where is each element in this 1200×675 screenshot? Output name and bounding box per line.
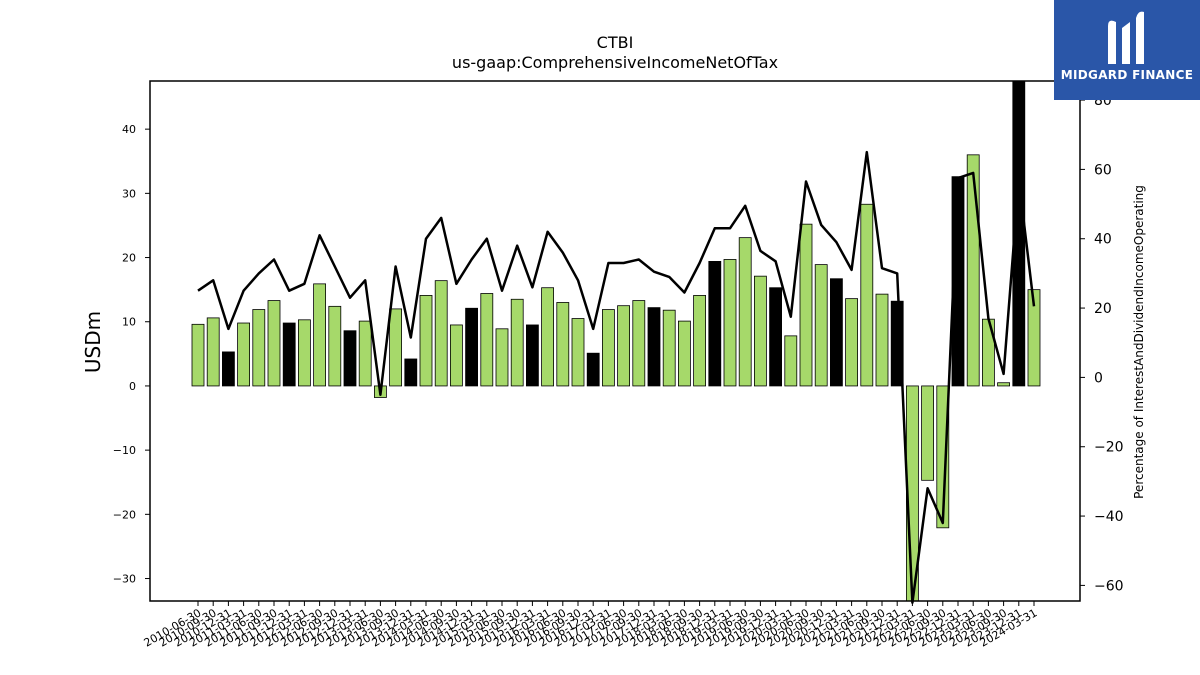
bar (647, 307, 661, 387)
y-axis-label: USDm (81, 311, 105, 373)
bar (510, 298, 524, 387)
bar (708, 260, 722, 387)
bar (571, 318, 585, 387)
y2-tick-label: −60 (1094, 578, 1124, 594)
y-tick-label: −20 (113, 508, 136, 521)
bar (389, 308, 403, 387)
brand-name: MIDGARD FINANCE (1060, 68, 1194, 82)
bar (297, 319, 311, 387)
bar (997, 382, 1010, 387)
plot-frame (149, 80, 1081, 602)
bar (784, 335, 798, 387)
bar (267, 300, 281, 387)
bar (617, 305, 630, 387)
bar (221, 351, 235, 387)
bar (449, 324, 463, 387)
brand-logo: MIDGARD FINANCE (1054, 0, 1200, 100)
bar (404, 358, 418, 387)
bar (754, 275, 767, 387)
bar (632, 300, 646, 387)
series-line (197, 150, 1036, 604)
y2-tick-label: 20 (1094, 301, 1112, 317)
y2-tick-label: 0 (1094, 370, 1103, 386)
y2-tick-label: −40 (1094, 509, 1124, 525)
y-tick-label: −10 (113, 444, 136, 457)
bar (966, 154, 980, 387)
bar (206, 317, 220, 387)
bar (541, 287, 554, 387)
bar (586, 352, 600, 387)
y2-tick-label: 40 (1094, 232, 1112, 248)
bar (419, 295, 433, 387)
y2-axis-label: Percentage of InterestAndDividendIncomeO… (1132, 185, 1146, 499)
bar (495, 328, 509, 387)
bar (480, 293, 494, 387)
bar (526, 324, 539, 387)
bar (328, 305, 342, 387)
bar (465, 307, 479, 387)
bar (556, 302, 570, 387)
y-tick-label: 10 (122, 316, 136, 329)
bar (252, 309, 266, 387)
chart-title: CTBI (597, 33, 634, 52)
bar (936, 385, 950, 529)
bar (845, 298, 858, 387)
bar (921, 385, 934, 481)
bar (678, 320, 691, 387)
y2-tick-label: −20 (1094, 440, 1124, 456)
bar (191, 323, 205, 387)
y-tick-label: 40 (122, 123, 136, 136)
chart-subtitle: us-gaap:ComprehensiveIncomeNetOfTax (452, 53, 778, 72)
bar (769, 287, 782, 387)
y-tick-label: 30 (122, 187, 136, 200)
bar (434, 280, 448, 387)
bar (860, 203, 874, 387)
bar (662, 309, 676, 387)
bar (602, 309, 615, 387)
bar (814, 264, 828, 387)
bar (313, 283, 327, 387)
bar (237, 322, 251, 387)
y2-tick-label: 60 (1094, 162, 1112, 178)
brand-mark-icon (1108, 11, 1144, 65)
bar (830, 278, 843, 387)
bar (282, 322, 296, 387)
bar (1027, 289, 1041, 387)
bar (875, 293, 889, 387)
bar (343, 330, 357, 387)
y-tick-label: −30 (113, 573, 136, 586)
y-tick-label: 0 (129, 380, 136, 393)
bar (693, 295, 706, 387)
bar (799, 223, 813, 387)
bar (723, 259, 737, 387)
bar (358, 320, 372, 387)
y-tick-label: 20 (122, 252, 136, 265)
bar (738, 237, 752, 387)
